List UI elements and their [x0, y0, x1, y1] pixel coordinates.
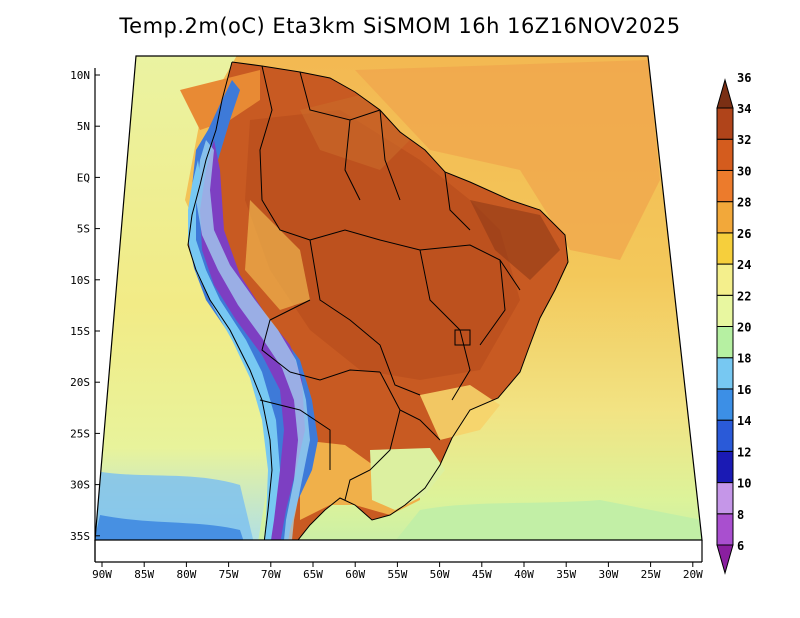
lon-tick-label: 90W [92, 568, 112, 581]
colorbar-label: 28 [737, 196, 751, 210]
temperature-field [95, 56, 702, 540]
pacific-ocean-field [95, 56, 270, 540]
lat-tick-label: 30S [70, 479, 90, 492]
lon-tick-label: 55W [387, 568, 407, 581]
lon-tick-label: 40W [514, 568, 534, 581]
lon-tick-label: 45W [472, 568, 492, 581]
lat-tick-label: EQ [77, 171, 90, 184]
colorbar-swatch [716, 388, 734, 421]
lat-tick-label: 5S [77, 223, 90, 236]
colorbar-label: 6 [737, 539, 744, 553]
colorbar-label: 20 [737, 321, 751, 335]
colorbar-label: 36 [737, 71, 751, 85]
colorbar-swatch [716, 232, 734, 265]
colorbar-label: 34 [737, 102, 751, 116]
lat-tick-label: 25S [70, 427, 90, 440]
colorbar-label: 26 [737, 227, 751, 241]
lon-tick-label: 20W [683, 568, 703, 581]
colorbar-label: 18 [737, 352, 751, 366]
lat-tick-label: 10N [70, 69, 90, 82]
colorbar-label: 16 [737, 383, 751, 397]
colorbar-swatch [716, 263, 734, 296]
colorbar-swatch [716, 419, 734, 452]
lon-tick-label: 85W [134, 568, 154, 581]
lon-tick-label: 75W [219, 568, 239, 581]
lat-tick-label: 10S [70, 274, 90, 287]
colorbar-min-arrow [716, 544, 734, 575]
lon-tick-label: 35W [556, 568, 576, 581]
colorbar-label: 24 [737, 258, 751, 272]
colorbar-label: 10 [737, 477, 751, 491]
lon-tick-label: 50W [430, 568, 450, 581]
colorbar-swatch [716, 107, 734, 140]
colorbar-swatch [716, 294, 734, 327]
colorbar-swatch [716, 357, 734, 390]
colorbar-swatch [716, 138, 734, 171]
lat-tick-label: 35S [70, 530, 90, 543]
lon-tick-label: 25W [641, 568, 661, 581]
lat-tick-label: 20S [70, 376, 90, 389]
colorbar-swatch [716, 326, 734, 359]
longitude-axis: 90W 85W 80W 75W 70W 65W 60W 55W 50W 45W 40W 35W 30W 2… [92, 562, 703, 581]
boundaries [187, 61, 569, 540]
map-title: Temp.2m(oC) Eta3km SiSMOM 16h 16Z16NOV20… [119, 14, 681, 38]
lon-tick-label: 60W [345, 568, 365, 581]
latitude-axis: 10N 5N EQ 5S 10S 15S 20S 25S 30S 35S [70, 69, 100, 543]
colorbar-label: 30 [737, 164, 751, 178]
lat-tick-label: 5N [77, 120, 90, 133]
colorbar-swatch [716, 169, 734, 203]
lon-tick-label: 80W [176, 568, 196, 581]
colorbar-swatch [716, 450, 734, 484]
colorbar-label: 32 [737, 133, 751, 147]
lat-tick-label: 15S [70, 325, 90, 338]
colorbar-swatch [716, 201, 734, 234]
colorbar: 6 8 10 12 14 16 18 20 22 24 26 28 30 32 34 36 [716, 71, 751, 575]
colorbar-label: 22 [737, 289, 751, 303]
lon-tick-label: 70W [261, 568, 281, 581]
colorbar-label: 8 [737, 508, 744, 522]
lon-tick-label: 30W [598, 568, 618, 581]
colorbar-max-arrow [716, 78, 734, 109]
colorbar-label: 14 [737, 414, 751, 428]
colorbar-swatch [716, 513, 734, 546]
lon-tick-label: 65W [303, 568, 323, 581]
colorbar-swatch [716, 482, 734, 515]
colorbar-label: 12 [737, 445, 751, 459]
